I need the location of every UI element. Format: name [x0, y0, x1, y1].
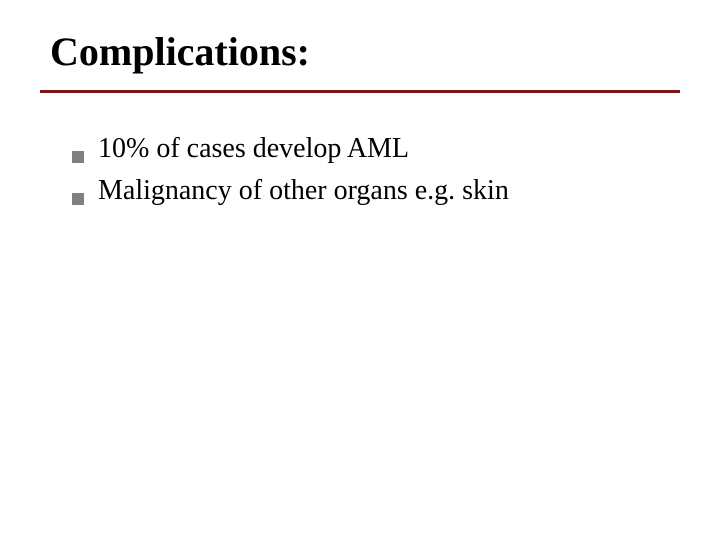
square-bullet-icon: [72, 193, 84, 205]
list-item-text: Malignancy of other organs e.g. skin: [98, 173, 509, 209]
list-item: Malignancy of other organs e.g. skin: [72, 173, 680, 209]
slide-title: Complications:: [50, 30, 680, 74]
title-area: Complications:: [0, 0, 720, 82]
square-bullet-icon: [72, 151, 84, 163]
list-item: 10% of cases develop AML: [72, 131, 680, 167]
slide: Complications: 10% of cases develop AML …: [0, 0, 720, 540]
list-item-text: 10% of cases develop AML: [98, 131, 409, 167]
bullet-list: 10% of cases develop AML Malignancy of o…: [0, 93, 720, 210]
